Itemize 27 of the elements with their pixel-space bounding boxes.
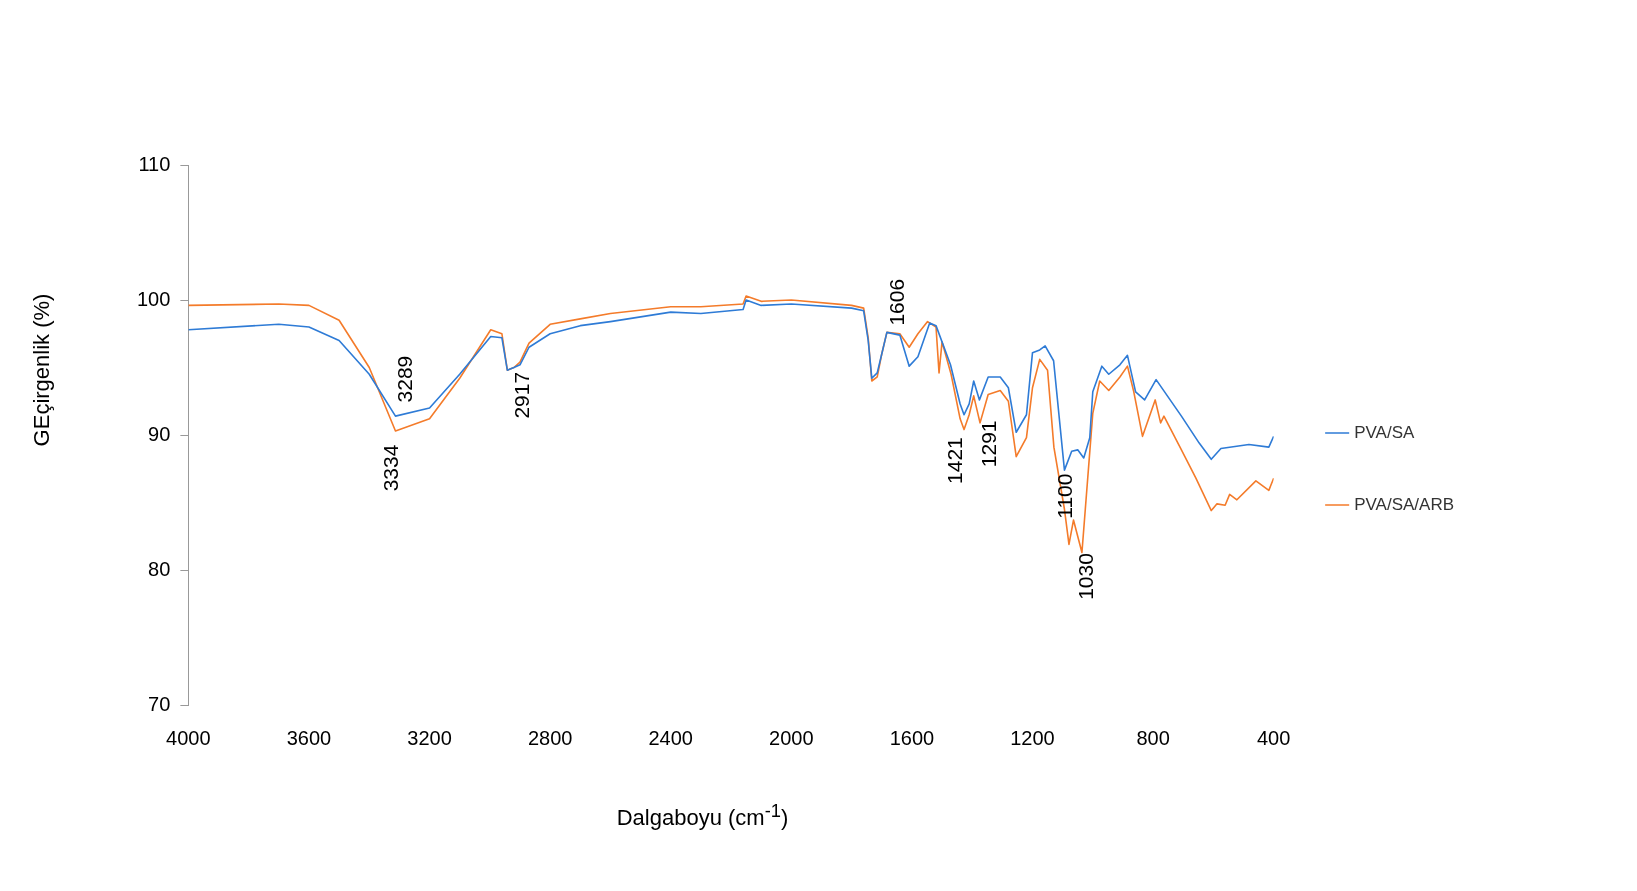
x-axis-title: Dalgaboyu (cm$^{-1}$): [615, 800, 790, 832]
y-tick-label: 90: [148, 422, 171, 445]
annotation: 1030: [1073, 553, 1097, 600]
annotation: 2917: [510, 371, 534, 419]
y-tick-label: 100: [136, 287, 171, 310]
x-tick-label: 2000: [769, 726, 814, 749]
x-tick-label: 4000: [166, 726, 211, 749]
y-tick-label: 110: [138, 152, 171, 175]
annotation: 3289: [393, 355, 417, 403]
y-axis-title: GEçirgenlik (%): [29, 293, 55, 447]
x-tick-label: 2400: [648, 726, 693, 749]
annotation: 3334: [379, 444, 403, 492]
legend-label: PVA/SA: [1354, 422, 1415, 442]
y-tick-label: 80: [148, 557, 171, 580]
x-tick-label: 1200: [1010, 726, 1055, 749]
legend-label: PVA/SA/ARB: [1354, 494, 1455, 514]
x-tick-label: 1600: [889, 726, 935, 749]
x-tick-label: 3600: [286, 726, 332, 749]
annotation: 1100: [1053, 473, 1077, 519]
annotation: 1421: [942, 437, 966, 484]
annotation: 1291: [976, 420, 1000, 468]
annotation: 1606: [884, 278, 908, 326]
x-tick-label: 400: [1256, 726, 1291, 749]
y-tick-label: 70: [148, 692, 171, 715]
x-tick-label: 800: [1136, 726, 1170, 749]
x-tick-label: 3200: [407, 726, 452, 749]
x-tick-label: 2800: [527, 726, 573, 749]
